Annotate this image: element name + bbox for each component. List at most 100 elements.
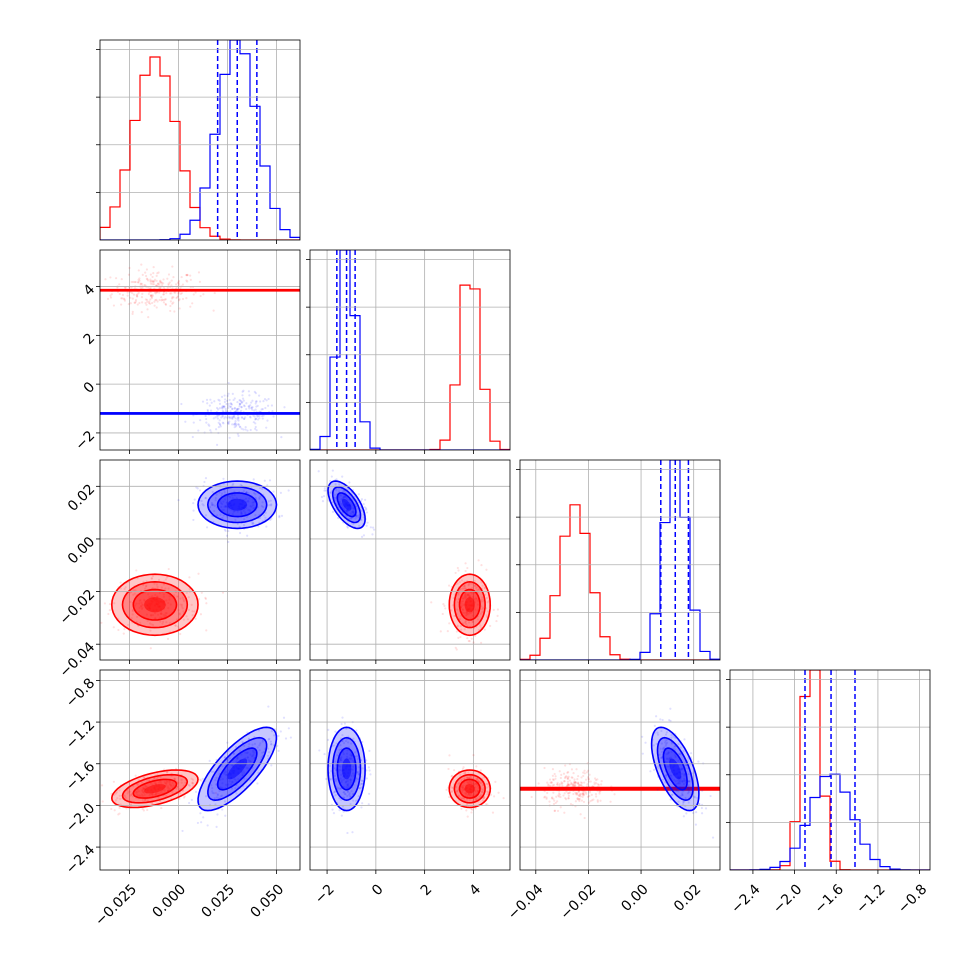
scatter-point <box>176 295 180 298</box>
scatter-point <box>551 778 555 781</box>
scatter-point <box>130 792 133 796</box>
scatter-point <box>474 608 477 611</box>
scatter-point <box>258 749 261 752</box>
scatter-point <box>150 296 154 300</box>
scatter-point <box>682 782 686 786</box>
scatter-point <box>154 292 157 295</box>
scatter-point <box>479 624 482 627</box>
scatter-point <box>175 287 178 290</box>
scatter-point <box>260 756 263 759</box>
scatter-point <box>664 739 667 742</box>
scatter-point <box>371 533 374 536</box>
scatter-point <box>554 775 557 778</box>
scatter-point <box>205 417 208 421</box>
scatter-point <box>178 797 181 800</box>
scatter-point <box>350 774 353 777</box>
scatter-point <box>140 605 143 608</box>
scatter-point <box>240 771 244 774</box>
scatter-point <box>220 492 224 495</box>
scatter-point <box>233 407 236 410</box>
scatter-point <box>227 421 230 424</box>
scatter-point <box>140 263 143 266</box>
scatter-point <box>468 582 471 585</box>
scatter-point <box>139 604 143 608</box>
scatter-point <box>223 417 226 420</box>
scatter-point <box>254 422 257 425</box>
scatter-point <box>132 293 136 296</box>
panel-0-0 <box>96 39 301 244</box>
scatter-point <box>109 294 112 297</box>
scatter-point <box>483 586 486 589</box>
scatter-point <box>143 793 146 796</box>
scatter-point <box>187 596 190 599</box>
scatter-point <box>177 595 180 598</box>
scatter-point <box>146 779 149 783</box>
scatter-point <box>123 628 126 631</box>
scatter-point <box>448 584 451 587</box>
scatter-point <box>552 791 555 794</box>
scatter-point <box>252 501 255 504</box>
scatter-point <box>456 624 459 627</box>
scatter-point <box>255 417 258 421</box>
scatter-point <box>189 278 192 281</box>
scatter-point <box>224 505 228 508</box>
scatter-point <box>460 628 463 631</box>
scatter-point <box>339 787 342 791</box>
scatter-point <box>141 807 144 811</box>
scatter-point <box>464 793 468 796</box>
scatter-point <box>137 784 140 787</box>
scatter-point <box>190 603 193 606</box>
scatter-point <box>476 603 480 606</box>
scatter-point <box>361 802 364 805</box>
scatter-point <box>473 584 476 587</box>
scatter-point <box>595 778 598 782</box>
scatter-point <box>170 297 174 300</box>
scatter-point <box>261 487 264 491</box>
scatter-point <box>145 277 149 280</box>
scatter-point <box>221 782 224 785</box>
scatter-point <box>227 529 230 533</box>
scatter-point <box>495 619 498 623</box>
scatter-point <box>168 281 171 284</box>
scatter-point <box>682 750 685 753</box>
scatter-point <box>596 799 599 802</box>
scatter-point <box>219 786 223 789</box>
scatter-point <box>581 795 584 798</box>
scatter-point <box>596 783 599 786</box>
scatter-point <box>577 783 581 786</box>
scatter-point <box>199 419 202 422</box>
scatter-point <box>206 402 209 405</box>
scatter-point <box>472 641 475 644</box>
scatter-point <box>599 799 602 802</box>
scatter-point <box>254 493 257 496</box>
scatter-point <box>351 831 354 834</box>
scatter-point <box>365 508 368 511</box>
scatter-point <box>545 797 548 800</box>
scatter-point <box>346 790 350 793</box>
scatter-point <box>675 788 678 792</box>
scatter-point <box>160 806 163 810</box>
scatter-point <box>260 505 263 508</box>
scatter-point <box>248 407 251 410</box>
scatter-point <box>151 794 154 797</box>
scatter-point <box>460 604 464 607</box>
scatter-point <box>460 600 463 603</box>
scatter-point <box>593 783 596 786</box>
panel-content <box>520 707 720 839</box>
scatter-point <box>698 803 701 806</box>
scatter-point <box>153 304 156 307</box>
scatter-point <box>474 807 477 810</box>
panel-1-1 <box>306 249 511 454</box>
scatter-point <box>351 506 355 510</box>
scatter-point <box>338 490 341 493</box>
scatter-point <box>567 784 570 787</box>
scatter-point <box>480 581 483 584</box>
scatter-point <box>693 796 697 799</box>
scatter-point <box>149 278 152 281</box>
scatter-point <box>112 304 116 307</box>
scatter-point <box>462 597 465 600</box>
scatter-point <box>238 531 242 535</box>
scatter-point <box>245 751 249 755</box>
scatter-point <box>150 280 153 283</box>
scatter-point <box>345 781 348 784</box>
